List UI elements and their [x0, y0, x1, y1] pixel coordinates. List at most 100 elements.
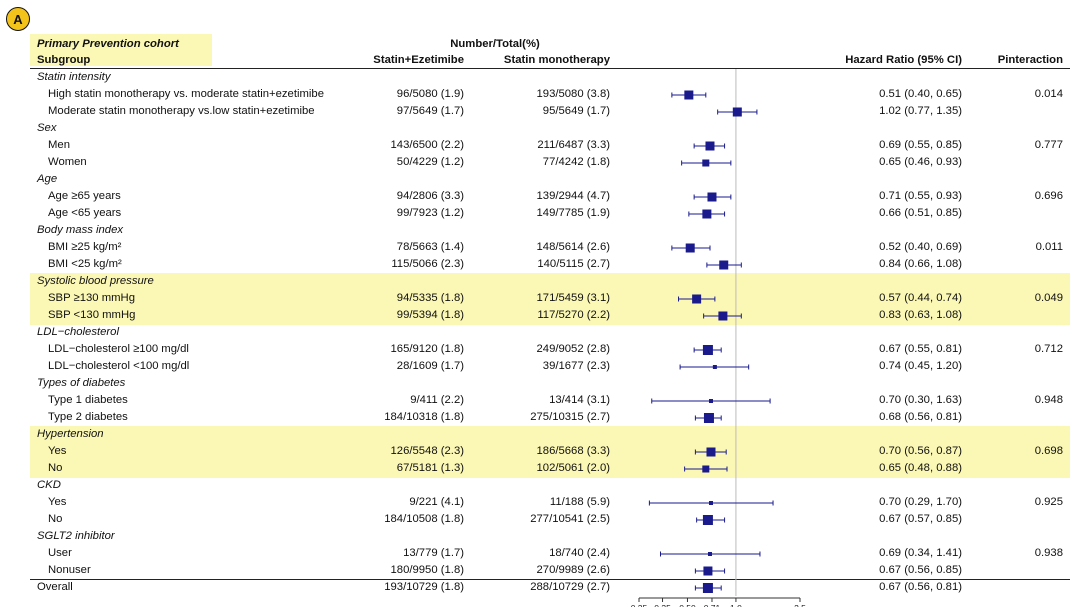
hazard-ratio: 0.65 (0.46, 0.93)	[879, 156, 962, 168]
combo-count: 143/6500 (2.2)	[390, 139, 465, 151]
subgroup-category: SGLT2 inhibitor	[37, 530, 115, 542]
mono-count: 149/7785 (1.9)	[536, 207, 611, 219]
hr-point	[708, 501, 713, 505]
panel-badge: A	[6, 7, 30, 31]
subgroup-label: LDL−cholesterol ≥100 mg/dl	[48, 343, 189, 355]
subgroup-label: Yes	[48, 496, 67, 508]
p-interaction: 0.712	[1034, 343, 1063, 355]
hazard-ratio: 0.71 (0.55, 0.93)	[879, 190, 962, 202]
panel-label: A	[13, 11, 23, 27]
hr-point	[707, 192, 717, 202]
hazard-ratio: 0.57 (0.44, 0.74)	[879, 292, 962, 304]
combo-count: 94/5335 (1.8)	[396, 292, 464, 304]
cohort-title: Primary Prevention cohort	[37, 38, 179, 50]
hr-point	[712, 365, 717, 369]
subgroup-category: Body mass index	[37, 224, 124, 236]
combo-count: 28/1609 (1.7)	[396, 360, 464, 372]
mono-count: 270/9989 (2.6)	[536, 564, 611, 576]
p-interaction: 0.698	[1034, 445, 1063, 457]
hazard-ratio: 0.70 (0.30, 1.63)	[879, 394, 962, 406]
hr-point	[685, 243, 695, 253]
hr-point	[703, 566, 713, 576]
subgroup-label: LDL−cholesterol <100 mg/dl	[48, 360, 190, 372]
x-tick-label: 2.5	[794, 603, 806, 607]
p-interaction: 0.925	[1034, 496, 1063, 508]
hr-point	[708, 399, 713, 403]
combo-count: 126/5548 (2.3)	[390, 445, 465, 457]
mono-count: 102/5061 (2.0)	[536, 462, 611, 474]
subgroup-label: Nonuser	[48, 564, 91, 576]
hazard-ratio: 0.52 (0.40, 0.69)	[879, 241, 962, 253]
subgroup-category: LDL−cholesterol	[37, 326, 119, 338]
mono-count: 39/1677 (2.3)	[542, 360, 610, 372]
mono-count: 11/188 (5.9)	[549, 496, 610, 508]
combo-count: 180/9950 (1.8)	[390, 564, 465, 576]
hr-point	[702, 465, 710, 473]
combo-count: 115/5066 (2.3)	[391, 258, 464, 270]
hr-point	[702, 209, 712, 219]
p-interaction: 0.948	[1034, 394, 1063, 406]
combo-count: 78/5663 (1.4)	[396, 241, 464, 253]
subgroup-category: Age	[37, 173, 58, 185]
combo-count: 99/5394 (1.8)	[396, 309, 464, 321]
subgroup-label: No	[48, 462, 63, 474]
hazard-ratio: 0.67 (0.56, 0.81)	[879, 581, 962, 593]
subgroup-label: Men	[48, 139, 70, 151]
hr-point	[707, 552, 712, 556]
subgroup-label: SBP ≥130 mmHg	[48, 292, 135, 304]
subgroup-category: Sex	[37, 122, 57, 134]
p-interaction: 0.049	[1034, 292, 1063, 304]
title-highlight	[30, 34, 212, 66]
subgroup-label: Overall	[37, 581, 73, 593]
hr-point	[718, 311, 728, 321]
combo-count: 67/5181 (1.3)	[396, 462, 464, 474]
x-tick-label: 0.25	[631, 603, 648, 607]
combo-header: Statin+Ezetimibe	[373, 54, 464, 66]
mono-count: 95/5649 (1.7)	[542, 105, 610, 117]
combo-count: 184/10318 (1.8)	[384, 411, 464, 423]
x-tick-label: 1.0	[730, 603, 742, 607]
mono-count: 148/5614 (2.6)	[536, 241, 611, 253]
hr-point	[702, 345, 713, 355]
combo-count: 193/10729 (1.8)	[384, 581, 464, 593]
hr-header: Hazard Ratio (95% CI)	[845, 54, 962, 66]
subgroup-header: Subgroup	[37, 54, 91, 66]
hr-point	[732, 107, 742, 117]
hazard-ratio: 0.69 (0.34, 1.41)	[879, 547, 962, 559]
header-rule	[30, 68, 1070, 69]
mono-count: 171/5459 (3.1)	[536, 292, 611, 304]
mono-count: 77/4242 (1.8)	[542, 156, 610, 168]
mono-count: 13/414 (3.1)	[549, 394, 610, 406]
subgroup-label: User	[48, 547, 72, 559]
subgroup-label: Moderate statin monotherapy vs.low stati…	[48, 105, 315, 117]
hazard-ratio: 0.66 (0.51, 0.85)	[879, 207, 962, 219]
hr-point	[703, 413, 714, 423]
hr-point	[692, 294, 702, 304]
p-interaction: 0.777	[1034, 139, 1063, 151]
subgroup-label: Age ≥65 years	[48, 190, 121, 202]
combo-count: 184/10508 (1.8)	[384, 513, 464, 525]
subgroup-label: Yes	[48, 445, 67, 457]
mono-count: 249/9052 (2.8)	[536, 343, 611, 355]
subgroup-label: Type 1 diabetes	[48, 394, 128, 406]
hazard-ratio: 0.70 (0.56, 0.87)	[879, 445, 962, 457]
subgroup-category: Systolic blood pressure	[37, 275, 154, 287]
subgroup-category: Types of diabetes	[37, 377, 126, 389]
combo-count: 94/2806 (3.3)	[396, 190, 464, 202]
combo-count: 165/9120 (1.8)	[390, 343, 465, 355]
hazard-ratio: 0.67 (0.56, 0.85)	[879, 564, 962, 576]
combo-count: 9/411 (2.2)	[410, 394, 464, 406]
mono-count: 18/740 (2.4)	[549, 547, 610, 559]
mono-count: 288/10729 (2.7)	[530, 581, 610, 593]
hazard-ratio: 0.51 (0.40, 0.65)	[879, 88, 962, 100]
x-tick-label: 0.71	[704, 603, 721, 607]
p-interaction: 0.011	[1035, 241, 1063, 253]
x-tick-label: 0.50	[679, 603, 696, 607]
hr-point	[702, 583, 713, 593]
hr-point	[702, 159, 710, 167]
mono-header: Statin monotherapy	[503, 54, 610, 66]
hr-point	[706, 447, 716, 457]
subgroup-label: Women	[48, 156, 87, 168]
mono-count: 275/10315 (2.7)	[530, 411, 610, 423]
mono-count: 117/5270 (2.2)	[537, 309, 610, 321]
